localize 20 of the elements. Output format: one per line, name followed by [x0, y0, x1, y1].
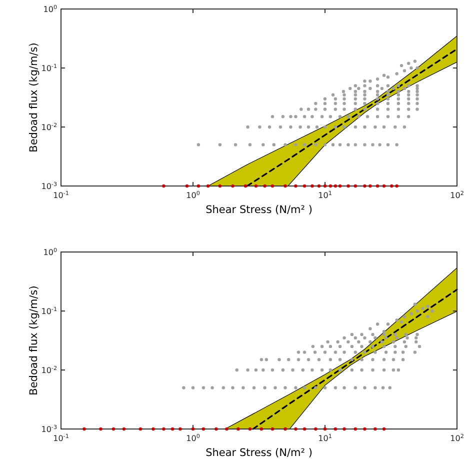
y-tick-label: 10$^{-3}$ [41, 424, 58, 434]
y-axis-title: Bedoad flux (kg/m/s) [28, 42, 40, 152]
x-tick-label: 10$^{1}$ [318, 190, 332, 200]
x-tick-label: 10$^{1}$ [318, 433, 332, 443]
y-tick-label: 10$^{-2}$ [41, 122, 57, 132]
y-tick-label: 10$^{-2}$ [41, 365, 57, 375]
y-tick-label: 10$^{0}$ [43, 247, 58, 257]
x-axis-title: Shear Stress (N/m² ) [206, 204, 312, 216]
x-tick-label: 10$^{2}$ [450, 433, 464, 443]
x-tick-label: 10$^{2}$ [450, 190, 464, 200]
y-tick-label: 10$^{-3}$ [41, 181, 58, 191]
y-tick-label: 10$^{-1}$ [41, 63, 58, 73]
x-tick-label: 10$^{-1}$ [53, 433, 70, 443]
y-axis-title: Bedoad flux (kg/m/s) [28, 286, 40, 396]
x-tick-label: 10$^{0}$ [186, 433, 200, 443]
y-tick-label: 10$^{-1}$ [41, 306, 58, 316]
x-tick-label: 10$^{-1}$ [53, 190, 70, 200]
x-axis-title: Shear Stress (N/m² ) [206, 447, 312, 459]
y-tick-label: 10$^{0}$ [43, 4, 58, 14]
x-tick-label: 10$^{0}$ [186, 190, 200, 200]
